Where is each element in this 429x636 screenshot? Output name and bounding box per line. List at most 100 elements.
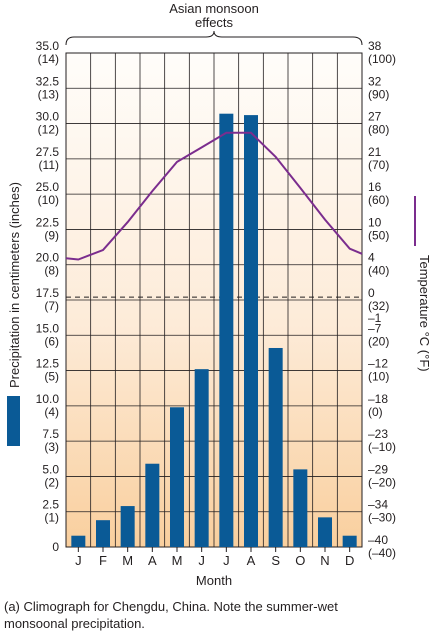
y-tick-label: 7.5 xyxy=(42,427,59,441)
temp-tick-label: –12 xyxy=(368,357,388,371)
y-tick-label-inches: (3) xyxy=(44,440,59,454)
temp-tick-label: –7 xyxy=(368,321,382,335)
temp-tick-label-f: (60) xyxy=(368,193,389,207)
temp-tick-label: 27 xyxy=(368,110,382,124)
temp-tick-label: 32 xyxy=(368,74,382,88)
temp-tick-label-f: (0) xyxy=(368,405,383,419)
temp-tick-label-extra: –1 xyxy=(368,311,382,325)
temp-tick-label-f: (40) xyxy=(368,264,389,278)
precipitation-bar xyxy=(293,469,308,547)
temp-tick-label: –23 xyxy=(368,427,388,441)
y-tick-label: 25.0 xyxy=(36,180,60,194)
y-tick-label-inches: (14) xyxy=(38,52,59,66)
y-tick-label-inches: (12) xyxy=(38,123,59,137)
temp-tick-label-f: (10) xyxy=(368,370,389,384)
y-tick-label-inches: (9) xyxy=(44,228,59,242)
y-tick-label: 12.5 xyxy=(36,357,60,371)
temperature-line xyxy=(65,131,363,261)
y-tick-label-inches: (7) xyxy=(44,299,59,313)
temp-tick-label-f: (80) xyxy=(368,123,389,137)
y-tick-label: 22.5 xyxy=(36,215,60,229)
caption-line-2: monsoonal precipitation. xyxy=(4,616,145,631)
temp-tick-label: 0 xyxy=(368,286,375,300)
month-label: N xyxy=(320,553,329,568)
temp-tick-label: –29 xyxy=(368,462,388,476)
temp-tick-label-f: (–20) xyxy=(368,475,396,489)
month-label: F xyxy=(99,553,107,568)
annotation-line-1: Asian monsoon xyxy=(169,1,259,16)
precipitation-bar xyxy=(342,535,357,547)
temp-tick-label: –18 xyxy=(368,392,388,406)
y-tick-label-inches: (4) xyxy=(44,405,59,419)
month-label: A xyxy=(247,553,256,568)
right-axis-ticks: 38(100) 32(90) 27(80) 21(70) 16(60) 10(50) 4(4… xyxy=(368,39,396,560)
precipitation-bar xyxy=(318,517,332,547)
temp-tick-label-f: (32) xyxy=(368,299,389,313)
y-tick-label: 2.5 xyxy=(42,498,59,512)
temp-tick-label-f: (100) xyxy=(368,52,396,66)
temp-tick-label-f: (50) xyxy=(368,228,389,242)
precipitation-legend-swatch xyxy=(7,396,20,446)
temp-tick-label-f: (–10) xyxy=(368,440,396,454)
month-label: D xyxy=(345,553,354,568)
precipitation-bar xyxy=(194,369,209,547)
y-tick-label-inches: (2) xyxy=(44,475,59,489)
y-tick-label-inches: (6) xyxy=(44,334,59,348)
y-tick-label-inches: (10) xyxy=(38,193,59,207)
y-tick-label: 20.0 xyxy=(36,251,60,265)
y-tick-label: 32.5 xyxy=(36,74,60,88)
y-tick-label: 27.5 xyxy=(36,145,60,159)
precipitation-bar xyxy=(120,506,135,547)
y-tick-label-inches: (1) xyxy=(44,511,59,525)
y-tick-label: 17.5 xyxy=(36,286,60,300)
temp-tick-label-f: (90) xyxy=(368,87,389,101)
caption-line-1: (a) Climograph for Chengdu, China. Note … xyxy=(4,599,338,614)
annotation-line-2: effects xyxy=(195,15,234,30)
grid xyxy=(66,52,362,552)
y-tick-label: 30.0 xyxy=(36,110,60,124)
temp-tick-label: –40 xyxy=(368,533,388,547)
precipitation-bar xyxy=(145,463,160,547)
y-axis-title: Precipitation in centimeters (inches) xyxy=(7,182,22,388)
temp-tick-label: 21 xyxy=(368,145,382,159)
left-axis-ticks: 35.0(14) 32.5(13) 30.0(12) 27.5(11) 25.0(10)… xyxy=(36,39,60,554)
precipitation-bar xyxy=(219,113,234,547)
temp-tick-label-f: (–40) xyxy=(368,546,396,560)
plot-frame xyxy=(65,52,363,548)
month-label: J xyxy=(198,553,205,568)
precipitation-bar xyxy=(244,115,258,548)
temp-tick-label: 38 xyxy=(368,39,382,53)
month-label: S xyxy=(271,553,280,568)
precipitation-bar xyxy=(71,535,86,547)
y-tick-label-inches: (5) xyxy=(44,370,59,384)
precipitation-bars xyxy=(71,113,357,548)
y-tick-label-inches: (13) xyxy=(38,87,59,101)
y-tick-label: 15.0 xyxy=(36,321,60,335)
temp-tick-label-f: (70) xyxy=(368,158,389,172)
y-tick-label: 5.0 xyxy=(42,462,59,476)
month-label: J xyxy=(75,553,82,568)
temp-tick-label-f: (20) xyxy=(368,334,389,348)
y-tick-label-inches: (8) xyxy=(44,264,59,278)
month-label: M xyxy=(172,553,183,568)
y-tick-label: 10.0 xyxy=(36,392,60,406)
month-label: A xyxy=(148,553,157,568)
monsoon-bracket xyxy=(65,30,363,46)
y2-axis-title: Temperature °C (°F) xyxy=(417,255,429,372)
precipitation-bar xyxy=(268,347,283,547)
month-label: J xyxy=(223,553,230,568)
temp-tick-label: 4 xyxy=(368,251,375,265)
precipitation-bar xyxy=(170,407,184,547)
temp-tick-label: 16 xyxy=(368,180,382,194)
precipitation-bar xyxy=(96,520,110,547)
y-tick-label-inches: (11) xyxy=(39,158,59,172)
x-axis-title: Month xyxy=(196,573,232,588)
y-tick-label: 35.0 xyxy=(36,39,60,53)
temp-tick-label: 10 xyxy=(368,215,382,229)
month-label: O xyxy=(295,553,305,568)
temp-tick-label-f: (–30) xyxy=(368,511,396,525)
y-tick-label: 0 xyxy=(52,540,59,554)
